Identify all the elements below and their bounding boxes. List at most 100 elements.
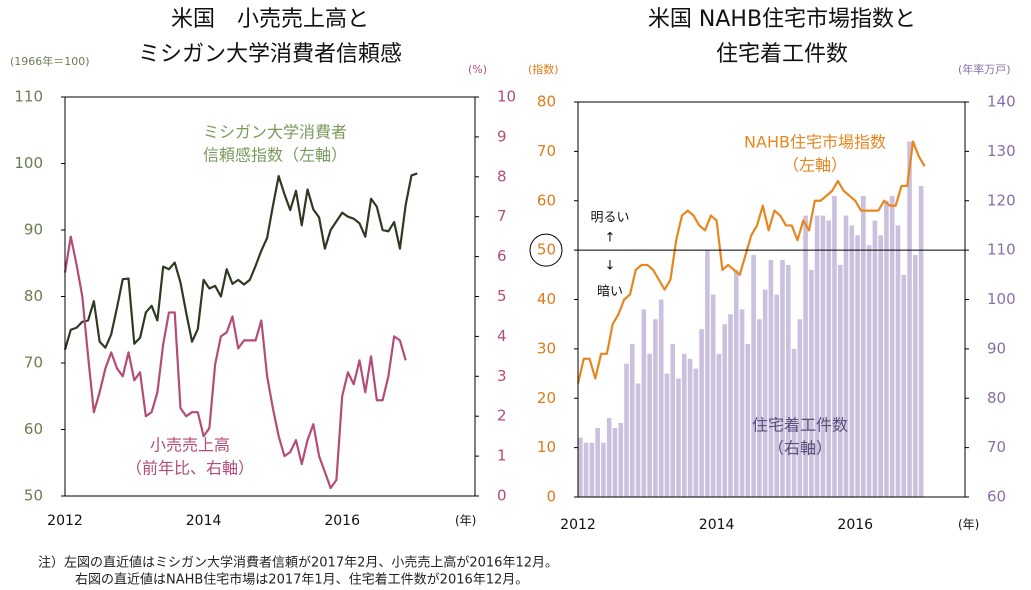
bar: [785, 264, 791, 497]
bar: [855, 235, 860, 497]
y2-axis-label: (年率万戸): [958, 62, 1011, 76]
bar: [907, 141, 912, 497]
y2-tick-label: 110: [987, 241, 1016, 259]
bar: [716, 353, 722, 497]
series-label: 小売売上高: [150, 436, 230, 455]
bar: [681, 353, 687, 497]
y2-tick-label: 1: [497, 447, 507, 465]
y-tick-label: 90: [24, 221, 43, 239]
bar: [745, 343, 751, 497]
y2-tick-label: 3: [497, 367, 507, 385]
annotation: 明るい: [590, 211, 629, 226]
bar: [733, 269, 739, 497]
bar: [705, 250, 710, 497]
bar: [578, 437, 583, 497]
series-label: （前年比、右軸）: [126, 459, 254, 478]
series-label: 住宅着工件数: [752, 416, 848, 435]
y-tick-label: 60: [537, 191, 556, 209]
series-label: （右軸）: [768, 439, 832, 458]
series-label: ミシガン大学消費者: [203, 123, 347, 142]
y2-tick-label: 70: [987, 438, 1006, 456]
y2-tick-label: 90: [987, 339, 1006, 357]
y-tick-label: 30: [537, 339, 556, 357]
bar: [722, 324, 728, 497]
bar: [595, 427, 600, 497]
y2-tick-label: 5: [497, 287, 507, 305]
threshold-circle: [529, 233, 563, 267]
line: [63, 235, 407, 490]
y-tick-label: 20: [537, 389, 556, 407]
y2-axis-label: (%): [468, 63, 487, 76]
x-tick-label: 2014: [699, 517, 735, 533]
y-tick-label: 70: [24, 354, 43, 372]
bar: [774, 294, 780, 497]
series-label: NAHB住宅市場指数: [744, 133, 886, 152]
y2-tick-label: 4: [497, 327, 507, 345]
y2-tick-label: 2: [497, 407, 507, 425]
bar: [728, 314, 733, 497]
bar: [872, 220, 878, 497]
bar: [884, 200, 889, 497]
y-axis-label: (指数): [528, 62, 559, 76]
bar: [606, 418, 612, 497]
bar: [826, 220, 831, 497]
bar: [837, 264, 843, 497]
chart-title: 米国 小売売上高と: [171, 7, 369, 32]
bar: [791, 348, 797, 497]
bar: [757, 319, 762, 497]
series-label: 信頼感指数（左軸）: [203, 146, 347, 165]
y2-tick-label: 6: [497, 247, 507, 265]
bar: [635, 383, 641, 497]
y-tick-label: 80: [24, 287, 43, 305]
y-tick-label: 80: [537, 93, 556, 111]
bar: [629, 343, 635, 497]
y2-tick-label: 9: [497, 127, 507, 145]
y2-tick-label: 0: [497, 487, 507, 505]
y-tick-label: 10: [537, 438, 556, 456]
y-tick-label: 50: [537, 241, 556, 259]
bar: [612, 427, 618, 497]
bar: [687, 358, 693, 497]
bar: [849, 225, 855, 497]
x-tick-label: 2016: [837, 517, 873, 533]
bar: [809, 269, 814, 497]
plot-frame: [577, 101, 966, 498]
bar: [589, 442, 595, 497]
bar: [664, 373, 670, 497]
bar: [803, 215, 808, 497]
x-tick-label: 2014: [186, 513, 222, 529]
y-tick-label: 50: [24, 487, 43, 505]
x-tick-label: 2016: [324, 513, 360, 529]
bar: [739, 309, 745, 497]
bar: [751, 255, 756, 497]
x-tick-label: 2012: [560, 517, 596, 533]
line: [576, 140, 926, 384]
bar: [918, 185, 924, 497]
bar: [866, 245, 872, 497]
y-tick-label: 100: [14, 154, 43, 172]
y-axis-label: (1966年＝100): [10, 54, 90, 68]
y2-tick-label: 120: [987, 191, 1016, 209]
y2-tick-label: 60: [987, 488, 1006, 506]
y2-tick-label: 140: [987, 93, 1016, 111]
bar: [895, 225, 901, 497]
bar: [889, 195, 895, 497]
bar: [583, 442, 589, 497]
y2-tick-label: 130: [987, 142, 1016, 160]
bar: [618, 422, 624, 497]
note: 右図の直近値はNAHB住宅市場は2017年1月、住宅着工件数が2016年12月。: [75, 572, 528, 588]
bar: [797, 319, 803, 497]
y-tick-label: 110: [14, 88, 43, 106]
chart-title: 住宅着工件数: [716, 42, 848, 67]
y2-tick-label: 80: [987, 389, 1006, 407]
chart-title: 米国 NAHB住宅市場指数と: [648, 7, 916, 32]
bar: [647, 353, 652, 497]
y-tick-label: 70: [537, 142, 556, 160]
bar: [653, 319, 658, 497]
y2-tick-label: 7: [497, 207, 507, 225]
bar: [832, 195, 837, 497]
y2-tick-label: 8: [497, 167, 507, 185]
bar: [878, 235, 883, 497]
bar: [676, 378, 681, 497]
